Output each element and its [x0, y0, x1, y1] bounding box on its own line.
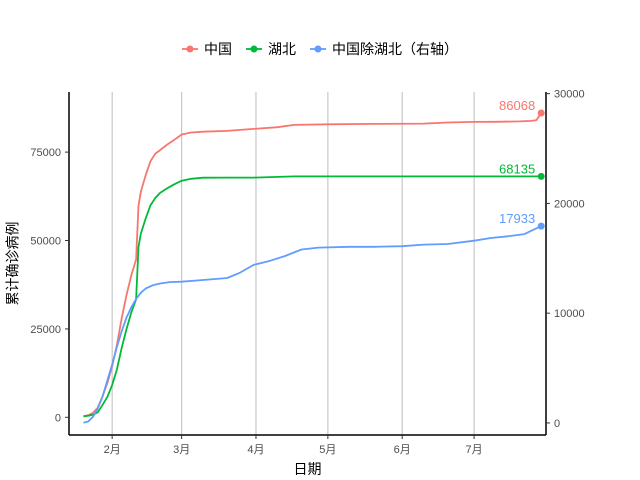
legend-item-1: 湖北: [246, 41, 296, 57]
series-end-label-2: 17933: [499, 211, 535, 226]
series-end-label-1: 68135: [499, 161, 535, 176]
legend-item-0: 中国: [182, 41, 232, 57]
y-right-tick-label: 10000: [554, 308, 585, 320]
series-end-point-1: [537, 172, 545, 180]
legend-key-point: [186, 45, 194, 53]
axes: 2月 3月 4月 5月 6月 7月 0 25000 50000 75000 0 10000 20000 3…: [30, 89, 584, 456]
y-left-tick-label: 50000: [30, 236, 61, 248]
legend-key-point: [314, 45, 322, 53]
legend-label: 中国: [204, 41, 232, 57]
x-tick-label: 5月: [319, 444, 336, 456]
x-tick-label: 4月: [247, 444, 264, 456]
legend-item-2: 中国除湖北（右轴）: [310, 41, 458, 57]
series-lines: 86068 68135 17933: [83, 98, 545, 424]
x-tick-label: 6月: [394, 444, 411, 456]
x-tick-label: 7月: [466, 444, 483, 456]
legend-label: 中国除湖北（右轴）: [332, 41, 458, 57]
x-axis-title: 日期: [294, 461, 322, 477]
gridlines: [111, 92, 475, 435]
y-left-tick-label: 75000: [30, 147, 61, 159]
x-tick-label: 2月: [104, 444, 121, 456]
legend-label: 湖北: [268, 41, 296, 57]
y-right-tick-label: 30000: [554, 89, 585, 101]
series-line-1: [83, 175, 542, 418]
series-end-point-2: [537, 222, 545, 230]
y-left-tick-label: 0: [55, 412, 61, 424]
y-left-tick-label: 25000: [30, 324, 61, 336]
series-line-0: [83, 112, 542, 418]
series-end-point-0: [537, 109, 545, 117]
y-right-tick-label: 0: [554, 418, 560, 430]
series-end-label-0: 86068: [499, 98, 535, 113]
legend-key-point: [250, 45, 258, 53]
x-tick-label: 3月: [173, 444, 190, 456]
legend: 中国 湖北 中国除湖北（右轴）: [182, 41, 458, 57]
y-right-tick-label: 20000: [554, 198, 585, 210]
series-line-2: [83, 225, 542, 424]
y-axis-title: 累计确诊病例: [5, 222, 21, 306]
